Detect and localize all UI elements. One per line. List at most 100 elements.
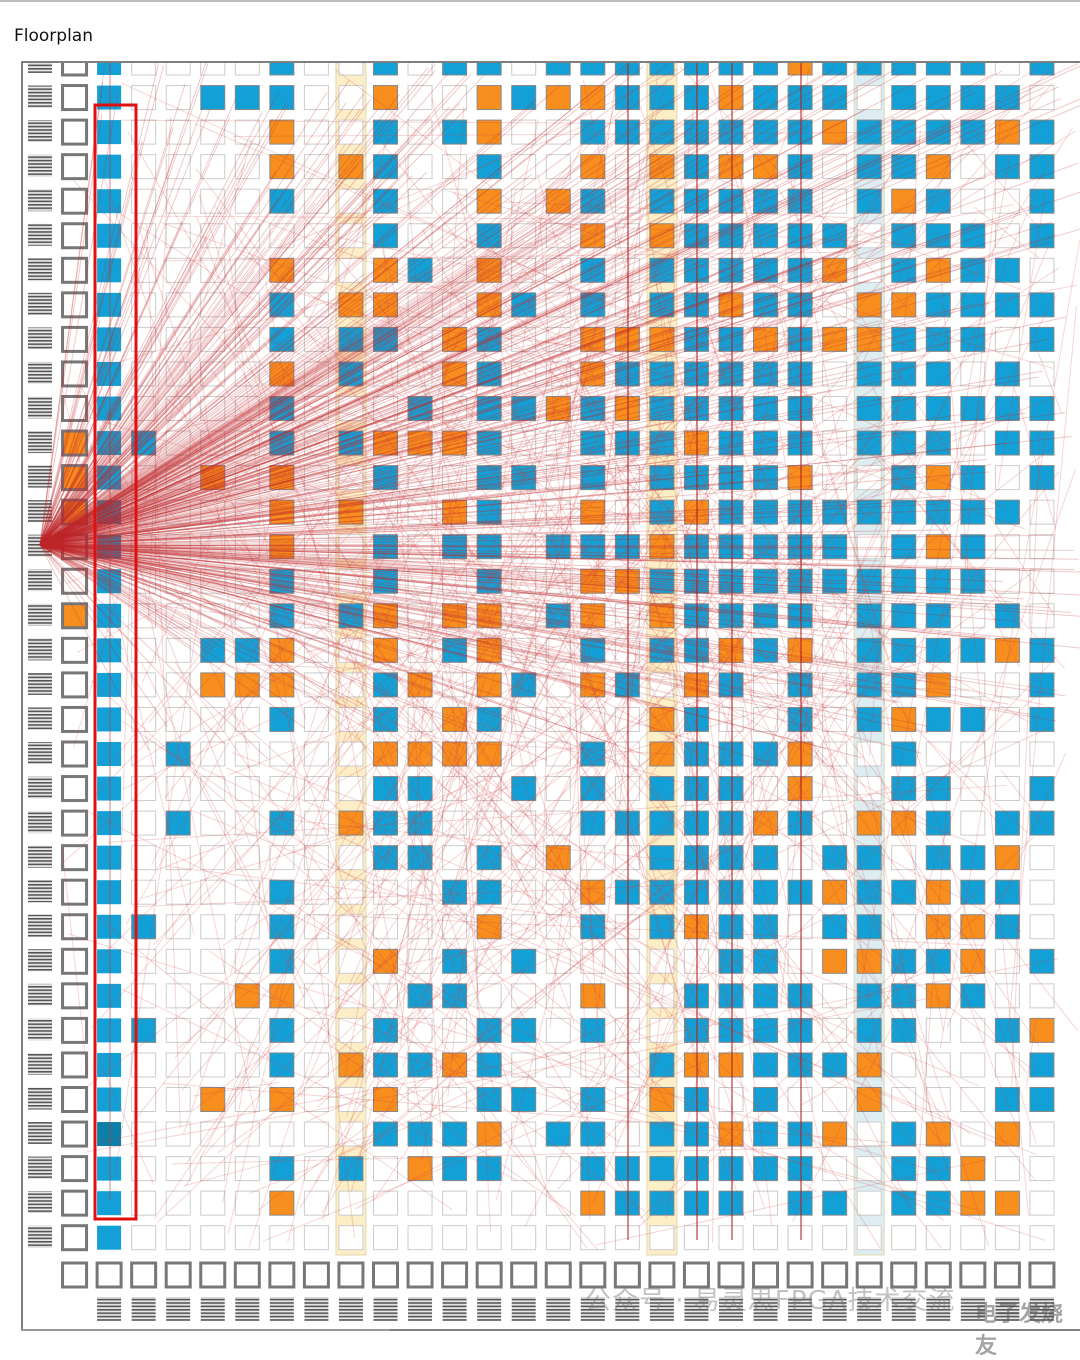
- logic-cell: [1030, 638, 1054, 662]
- logic-cell: [270, 1226, 294, 1250]
- logic-cell: [754, 846, 778, 870]
- logic-cell: [1030, 949, 1054, 973]
- io-block: [28, 846, 52, 868]
- logic-cell: [857, 1157, 881, 1181]
- logic-cell: [961, 535, 985, 559]
- logic-cell: [512, 949, 536, 973]
- logic-cell: [892, 1226, 916, 1250]
- io-block: [28, 1018, 52, 1040]
- logic-cell: [374, 1226, 398, 1250]
- logic-cell: [304, 1122, 328, 1146]
- logic-cell: [581, 1226, 605, 1250]
- logic-cell: [995, 1088, 1019, 1112]
- logic-cell: [512, 1226, 536, 1250]
- logic-cell: [857, 1191, 881, 1215]
- logic-cell: [374, 51, 398, 75]
- io-pad: [63, 120, 87, 144]
- logic-cell: [546, 1053, 570, 1077]
- logic-cell: [719, 1191, 743, 1215]
- logic-cell: [650, 1157, 674, 1181]
- io-block: [28, 949, 52, 971]
- io-pad: [63, 1226, 87, 1250]
- logic-cell: [961, 673, 985, 697]
- logic-cell: [201, 1157, 225, 1181]
- logic-cell: [1030, 1088, 1054, 1112]
- logic-cell: [719, 51, 743, 75]
- logic-cell: [995, 1226, 1019, 1250]
- logic-cell: [995, 1157, 1019, 1181]
- io-pad: [63, 1263, 87, 1287]
- logic-cell: [823, 1226, 847, 1250]
- io-pad: [63, 984, 87, 1008]
- logic-cell: [581, 51, 605, 75]
- logic-cell: [581, 811, 605, 835]
- io-block: [28, 224, 52, 246]
- logic-cell: [97, 777, 121, 801]
- io-block: [28, 293, 52, 315]
- logic-cell: [754, 1122, 778, 1146]
- logic-cell: [857, 707, 881, 731]
- logic-cell: [97, 155, 121, 179]
- io-block: [235, 1297, 259, 1321]
- io-pad: [63, 777, 87, 801]
- io-block: [28, 120, 52, 142]
- logic-cell: [788, 1226, 812, 1250]
- io-block: [546, 1297, 570, 1321]
- logic-cell: [166, 1157, 190, 1181]
- logic-cell: [97, 673, 121, 697]
- logic-cell: [754, 1191, 778, 1215]
- logic-cell: [235, 51, 259, 75]
- io-block: [28, 742, 52, 764]
- logic-cell: [1030, 1191, 1054, 1215]
- logic-cell: [581, 984, 605, 1008]
- logic-cell: [304, 86, 328, 110]
- io-pad: [63, 189, 87, 213]
- logic-cell: [97, 1088, 121, 1112]
- logic-cell: [823, 1088, 847, 1112]
- logic-cell: [374, 984, 398, 1008]
- io-block: [304, 1297, 328, 1321]
- io-pad: [477, 1263, 501, 1287]
- io-block: [166, 1297, 190, 1321]
- logic-cell: [719, 707, 743, 731]
- io-block: [28, 984, 52, 1006]
- logic-cell: [132, 51, 156, 75]
- io-pad: [63, 604, 87, 628]
- io-block: [28, 811, 52, 833]
- io-pad: [63, 811, 87, 835]
- logic-cell: [408, 51, 432, 75]
- logic-cell: [166, 1088, 190, 1112]
- logic-cell: [97, 846, 121, 870]
- io-pad: [339, 1263, 363, 1287]
- io-block: [28, 673, 52, 695]
- io-pad: [995, 1263, 1019, 1287]
- logic-cell: [1030, 466, 1054, 490]
- logic-cell: [1030, 189, 1054, 213]
- logic-cell: [304, 1226, 328, 1250]
- logic-cell: [754, 707, 778, 731]
- io-block: [28, 431, 52, 453]
- logic-cell: [477, 86, 501, 110]
- logic-cell: [857, 1226, 881, 1250]
- io-block: [28, 1157, 52, 1179]
- logic-cell: [892, 535, 916, 559]
- io-block: [28, 707, 52, 729]
- logic-cell: [754, 777, 778, 801]
- logic-cell: [477, 1226, 501, 1250]
- io-pad: [235, 1263, 259, 1287]
- logic-cell: [1030, 1053, 1054, 1077]
- io-pad: [63, 155, 87, 179]
- io-pad: [166, 1263, 190, 1287]
- logic-cell: [97, 880, 121, 904]
- logic-cell: [995, 1191, 1019, 1215]
- io-pad: [63, 1088, 87, 1112]
- logic-cell: [408, 120, 432, 144]
- logic-cell: [961, 189, 985, 213]
- logic-cell: [926, 638, 950, 662]
- logic-cell: [961, 51, 985, 75]
- logic-cell: [477, 51, 501, 75]
- logic-cell: [650, 1226, 674, 1250]
- io-pad: [443, 1263, 467, 1287]
- io-pad: [63, 86, 87, 110]
- logic-cell: [892, 51, 916, 75]
